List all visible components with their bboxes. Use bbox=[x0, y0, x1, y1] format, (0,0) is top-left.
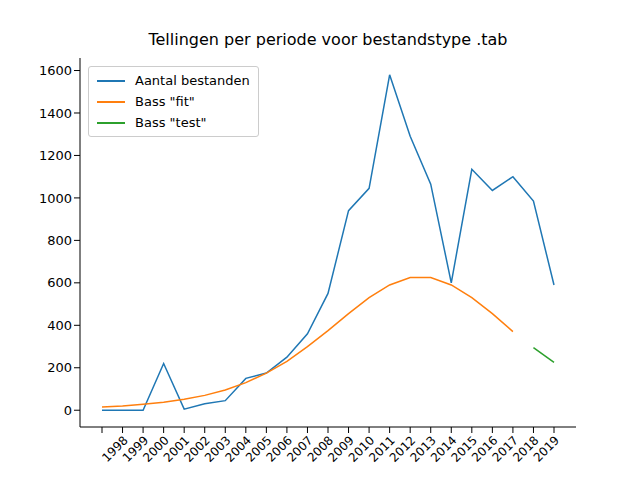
svg-text:2014: 2014 bbox=[427, 433, 460, 465]
svg-text:2018: 2018 bbox=[510, 433, 542, 465]
svg-text:1400: 1400 bbox=[39, 106, 72, 121]
svg-text:2016: 2016 bbox=[469, 433, 501, 465]
svg-text:2008: 2008 bbox=[304, 433, 337, 465]
svg-text:2001: 2001 bbox=[160, 433, 193, 465]
svg-text:0: 0 bbox=[64, 403, 72, 418]
svg-text:2004: 2004 bbox=[222, 433, 254, 465]
svg-text:2017: 2017 bbox=[489, 433, 522, 465]
svg-text:2019: 2019 bbox=[531, 433, 562, 464]
svg-text:2015: 2015 bbox=[448, 433, 480, 465]
svg-text:2006: 2006 bbox=[263, 433, 296, 465]
html-text:Aantal bestanden: Aantal bestanden bbox=[135, 73, 250, 88]
svg-text:1998: 1998 bbox=[99, 433, 131, 465]
svg-text:1200: 1200 bbox=[39, 148, 72, 163]
html-text:Bass "test": Bass "test" bbox=[135, 115, 207, 130]
svg-text:1000: 1000 bbox=[39, 191, 72, 206]
svg-text:600: 600 bbox=[47, 275, 72, 290]
svg-text:1600: 1600 bbox=[39, 63, 72, 78]
svg-text:2009: 2009 bbox=[325, 433, 357, 465]
html-text:Bass "fit": Bass "fit" bbox=[135, 94, 195, 109]
html-text:Tellingen per periode voor bes: Tellingen per periode voor bestandstype … bbox=[148, 30, 508, 49]
svg-text:2003: 2003 bbox=[201, 433, 234, 465]
svg-text:2000: 2000 bbox=[140, 433, 172, 465]
svg-text:800: 800 bbox=[47, 233, 72, 248]
svg-text:200: 200 bbox=[47, 360, 72, 375]
svg-text:2002: 2002 bbox=[181, 433, 213, 465]
svg-text:2010: 2010 bbox=[345, 433, 378, 465]
svg-text:1999: 1999 bbox=[119, 433, 152, 465]
svg-text:400: 400 bbox=[47, 318, 72, 333]
svg-text:2012: 2012 bbox=[386, 433, 419, 465]
svg-text:2005: 2005 bbox=[243, 433, 275, 465]
svg-text:2011: 2011 bbox=[366, 433, 398, 465]
svg-text:2013: 2013 bbox=[407, 433, 439, 465]
svg-text:2007: 2007 bbox=[284, 433, 316, 465]
